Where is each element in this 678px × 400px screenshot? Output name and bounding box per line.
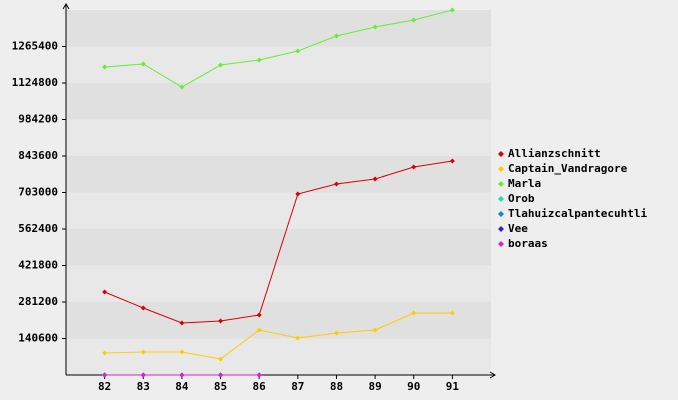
point bbox=[218, 372, 224, 378]
point bbox=[333, 33, 339, 39]
x-tick-label: 88 bbox=[330, 380, 343, 393]
point bbox=[218, 62, 224, 68]
band bbox=[66, 83, 491, 120]
legend-marker bbox=[498, 226, 504, 232]
band bbox=[66, 302, 491, 339]
point bbox=[449, 158, 455, 164]
legend-marker bbox=[498, 151, 504, 157]
point bbox=[179, 349, 185, 355]
x-tick-label: 87 bbox=[291, 380, 304, 393]
legend-marker bbox=[498, 211, 504, 217]
legend-label: Marla bbox=[508, 177, 541, 190]
x-tick-label: 83 bbox=[137, 380, 150, 393]
legend-marker bbox=[498, 196, 504, 202]
x-tick-label: 89 bbox=[368, 380, 381, 393]
x-tick-label: 91 bbox=[446, 380, 460, 393]
point bbox=[411, 17, 417, 23]
y-tick-label: 140600 bbox=[18, 332, 58, 345]
point bbox=[140, 61, 146, 67]
point bbox=[295, 48, 301, 54]
y-tick-label: 1124800 bbox=[12, 76, 58, 89]
x-tick-label: 86 bbox=[253, 380, 267, 393]
point bbox=[295, 191, 301, 197]
point bbox=[372, 176, 378, 182]
series-line bbox=[104, 160, 453, 324]
band bbox=[66, 338, 491, 375]
point bbox=[411, 310, 417, 316]
x-tick-label: 90 bbox=[407, 380, 420, 393]
band bbox=[66, 265, 491, 302]
legend-label: boraas bbox=[508, 237, 548, 250]
x-tick-label: 82 bbox=[98, 380, 111, 393]
x-tick-label: 85 bbox=[214, 380, 227, 393]
point bbox=[449, 7, 455, 13]
point bbox=[372, 327, 378, 333]
point bbox=[179, 84, 185, 90]
y-tick-label: 421800 bbox=[18, 259, 58, 272]
legend-label: Orob bbox=[508, 192, 535, 205]
y-tick-label: 843600 bbox=[18, 149, 58, 162]
band bbox=[66, 156, 491, 193]
legend-label: Tlahuizcalpantecuhtli bbox=[508, 207, 647, 220]
point bbox=[411, 164, 417, 170]
series-line bbox=[104, 312, 453, 360]
band bbox=[66, 229, 491, 266]
legend-marker bbox=[498, 166, 504, 172]
x-arrow bbox=[489, 371, 496, 379]
point bbox=[449, 310, 455, 316]
legend-marker bbox=[498, 241, 504, 247]
point bbox=[140, 372, 146, 378]
point bbox=[218, 356, 224, 362]
legend-label: Vee bbox=[508, 222, 528, 235]
point bbox=[179, 372, 185, 378]
point bbox=[256, 57, 262, 63]
point bbox=[179, 320, 185, 326]
point bbox=[218, 318, 224, 324]
series-line bbox=[104, 9, 453, 88]
point bbox=[256, 312, 262, 318]
y-tick-label: 562400 bbox=[18, 222, 58, 235]
point bbox=[372, 24, 378, 30]
y-tick-label: 281200 bbox=[18, 295, 58, 308]
y-arrow bbox=[62, 3, 70, 10]
point bbox=[102, 350, 108, 356]
x-tick-label: 84 bbox=[175, 380, 189, 393]
legend-label: Captain_Vandragore bbox=[508, 162, 628, 175]
point bbox=[295, 335, 301, 341]
legend-label: Allianzschnitt bbox=[508, 147, 601, 160]
point bbox=[333, 330, 339, 336]
band bbox=[66, 119, 491, 156]
point bbox=[102, 372, 108, 378]
point bbox=[140, 305, 146, 311]
band bbox=[66, 192, 491, 229]
y-tick-label: 703000 bbox=[18, 186, 58, 199]
point bbox=[333, 181, 339, 187]
point bbox=[102, 289, 108, 295]
band bbox=[66, 10, 491, 47]
y-tick-label: 984200 bbox=[18, 113, 58, 126]
point bbox=[256, 327, 262, 333]
point bbox=[140, 349, 146, 355]
legend-marker bbox=[498, 181, 504, 187]
point bbox=[256, 372, 262, 378]
point bbox=[102, 64, 108, 70]
y-tick-label: 1265400 bbox=[12, 40, 58, 53]
